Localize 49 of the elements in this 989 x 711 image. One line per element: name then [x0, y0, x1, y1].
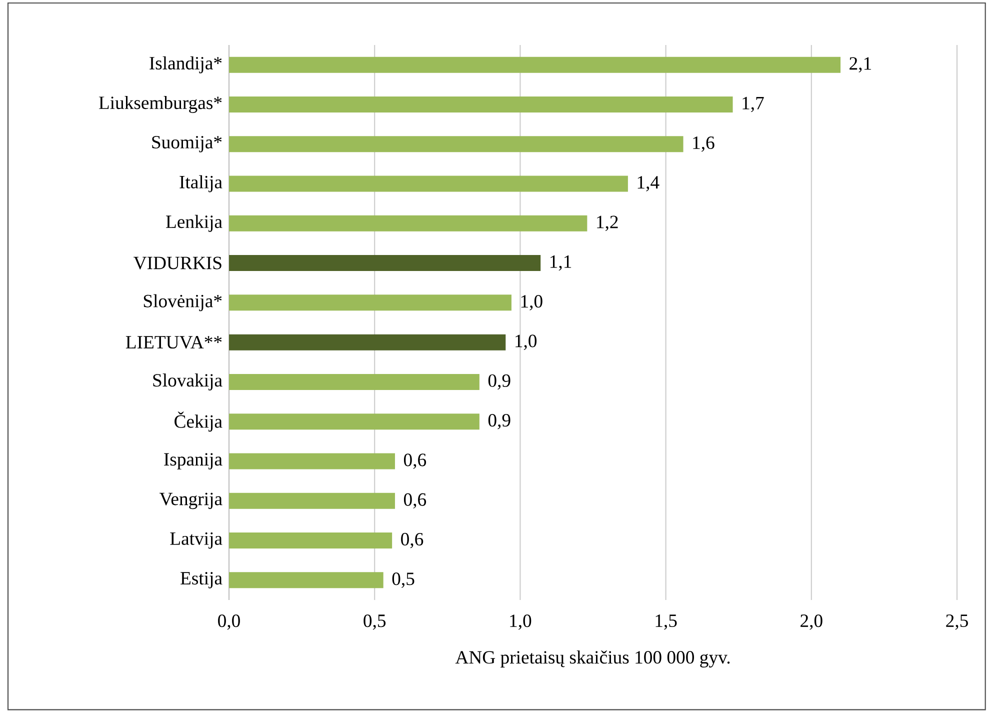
- x-tick-label: 0,0: [218, 614, 240, 630]
- bar: [229, 255, 541, 272]
- bar: [229, 374, 480, 390]
- bar: [229, 334, 506, 350]
- y-tick-label: Lenkija: [166, 214, 222, 232]
- data-label: 1,4: [638, 176, 660, 192]
- data-label: 0,6: [404, 493, 426, 509]
- bar: [229, 453, 395, 470]
- bar: [229, 96, 733, 112]
- y-tick-label: Islandija*: [150, 56, 222, 74]
- y-tick-label: Liuksemburgas*: [98, 96, 222, 113]
- data-label: 1,1: [550, 255, 572, 271]
- y-tick-label: Slovakija: [153, 373, 222, 390]
- y-tick-label: Latvija: [170, 532, 222, 549]
- data-label: 1,6: [693, 136, 714, 152]
- x-axis-title: ANG prietaisų skaičius 100 000 gyv.: [455, 650, 730, 668]
- y-tick-label: Italija: [180, 175, 222, 192]
- data-label: 0,6: [401, 532, 424, 548]
- x-tick-label: 1,5: [656, 614, 677, 630]
- data-label: 1,7: [742, 96, 764, 112]
- bar: [229, 176, 628, 192]
- y-tick-label: Vengrija: [159, 492, 222, 510]
- bar: [229, 492, 395, 509]
- x-tick-label: 2,5: [946, 614, 968, 630]
- bar: [229, 136, 684, 152]
- y-tick-label: VIDURKIS: [134, 256, 222, 270]
- data-label: 1,0: [516, 334, 537, 350]
- x-tick-label: 2,0: [800, 614, 822, 630]
- bar: [229, 532, 392, 549]
- bar: [229, 215, 588, 232]
- data-label: 0,5: [392, 572, 414, 588]
- bar: [229, 414, 480, 430]
- data-label: 0,9: [488, 374, 510, 390]
- y-tick-label: Suomija*: [152, 136, 222, 152]
- y-tick-label: Ispanija: [164, 453, 222, 470]
- x-tick-label: 0,5: [364, 614, 386, 630]
- data-label: 0,9: [488, 414, 510, 430]
- x-tick-label: 1,0: [510, 614, 532, 630]
- data-label: 2,1: [850, 57, 872, 72]
- bar: [229, 572, 384, 588]
- y-tick-label: Slovėnija*: [144, 294, 222, 312]
- y-tick-label: Estija: [180, 572, 222, 588]
- bar: [229, 294, 512, 311]
- y-tick-label: Čekija: [174, 412, 222, 432]
- bar: [229, 56, 841, 73]
- y-tick-label: LIETUVA**: [126, 336, 222, 349]
- data-label: 1,2: [597, 216, 618, 232]
- data-label: 0,6: [404, 454, 426, 469]
- data-label: 1,0: [521, 295, 542, 310]
